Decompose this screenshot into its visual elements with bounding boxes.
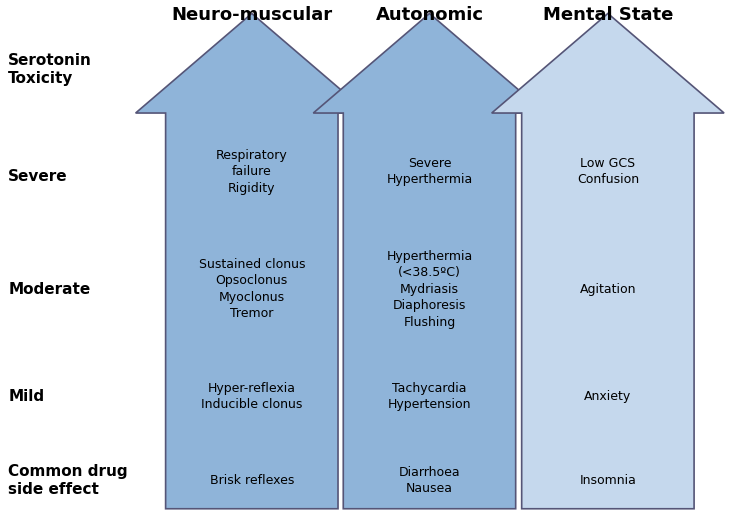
Text: Severe
Hyperthermia: Severe Hyperthermia <box>386 157 472 186</box>
Text: Diarrhoea
Nausea: Diarrhoea Nausea <box>399 466 460 496</box>
Text: Mental State: Mental State <box>543 6 673 24</box>
Text: Low GCS
Confusion: Low GCS Confusion <box>577 157 639 186</box>
Polygon shape <box>313 13 546 509</box>
Text: Brisk reflexes: Brisk reflexes <box>210 474 294 487</box>
Text: Common drug
side effect: Common drug side effect <box>8 464 128 498</box>
Text: Severe: Severe <box>8 169 68 184</box>
Polygon shape <box>492 13 724 509</box>
Text: Neuro-muscular: Neuro-muscular <box>171 6 333 24</box>
Text: Sustained clonus
Opsoclonus
Myoclonus
Tremor: Sustained clonus Opsoclonus Myoclonus Tr… <box>198 258 305 321</box>
Text: Respiratory
failure
Rigidity: Respiratory failure Rigidity <box>216 149 288 195</box>
Text: Hyperthermia
(<38.5ºC)
Mydriasis
Diaphoresis
Flushing: Hyperthermia (<38.5ºC) Mydriasis Diaphor… <box>386 250 472 329</box>
Text: Hyper-reflexia
Inducible clonus: Hyper-reflexia Inducible clonus <box>201 381 303 411</box>
Text: Mild: Mild <box>8 389 44 404</box>
Text: Agitation: Agitation <box>580 283 636 296</box>
Text: Anxiety: Anxiety <box>584 390 632 403</box>
Polygon shape <box>136 13 368 509</box>
Text: Serotonin
Toxicity: Serotonin Toxicity <box>8 53 92 87</box>
Text: Moderate: Moderate <box>8 282 90 296</box>
Text: Insomnia: Insomnia <box>580 474 636 487</box>
Text: Autonomic: Autonomic <box>376 6 484 24</box>
Text: Tachycardia
Hypertension: Tachycardia Hypertension <box>388 381 471 411</box>
